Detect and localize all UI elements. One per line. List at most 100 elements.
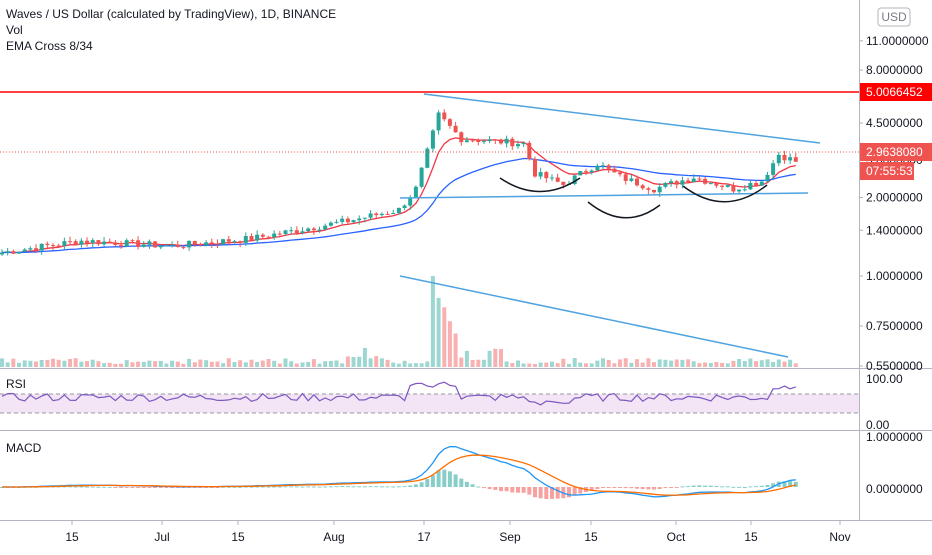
candle-body[interactable] xyxy=(521,142,526,145)
candle-body[interactable] xyxy=(759,181,764,186)
candle-body[interactable] xyxy=(272,233,277,238)
candle-body[interactable] xyxy=(238,241,243,243)
volume-legend[interactable]: Vol xyxy=(6,23,23,37)
candle-body[interactable] xyxy=(476,140,481,143)
rsi-legend[interactable]: RSI xyxy=(6,377,27,391)
candle-body[interactable] xyxy=(221,239,226,245)
candle-body[interactable] xyxy=(419,167,424,187)
candle-body[interactable] xyxy=(447,119,452,126)
candle-body[interactable] xyxy=(62,241,67,246)
candle-body[interactable] xyxy=(748,183,753,190)
candle-body[interactable] xyxy=(147,241,152,245)
macd-legend[interactable]: MACD xyxy=(6,441,42,455)
candle-body[interactable] xyxy=(385,213,390,215)
candle-body[interactable] xyxy=(334,221,339,223)
candle-body[interactable] xyxy=(56,245,61,247)
candle-body[interactable] xyxy=(255,234,260,241)
candle-body[interactable] xyxy=(391,213,396,214)
candle-body[interactable] xyxy=(765,174,770,182)
candle-body[interactable] xyxy=(249,236,254,241)
candle-body[interactable] xyxy=(459,132,464,143)
candle-body[interactable] xyxy=(686,180,691,182)
candle-body[interactable] xyxy=(294,230,299,233)
ema-legend[interactable]: EMA Cross 8/34 xyxy=(6,39,93,53)
candle-body[interactable] xyxy=(464,140,469,143)
candle-body[interactable] xyxy=(742,189,747,191)
candle-body[interactable] xyxy=(39,243,44,251)
candle-body[interactable] xyxy=(351,220,356,223)
candle-body[interactable] xyxy=(771,163,776,175)
candle-body[interactable] xyxy=(533,158,537,177)
candle-body[interactable] xyxy=(277,233,282,235)
candle-body[interactable] xyxy=(402,205,407,209)
candle-body[interactable] xyxy=(204,242,209,246)
candle-body[interactable] xyxy=(618,172,622,175)
candle-body[interactable] xyxy=(192,240,197,245)
candle-body[interactable] xyxy=(776,154,781,164)
candle-body[interactable] xyxy=(595,165,600,171)
candle-body[interactable] xyxy=(379,213,384,216)
candle-body[interactable] xyxy=(317,229,322,231)
candle-body[interactable] xyxy=(708,183,713,185)
candle-body[interactable] xyxy=(510,138,515,147)
candle-body[interactable] xyxy=(663,183,668,187)
symbol-title[interactable]: Waves / US Dollar (calculated by Trading… xyxy=(6,7,337,21)
candle-body[interactable] xyxy=(306,228,311,232)
candle-body[interactable] xyxy=(96,240,101,245)
candle-body[interactable] xyxy=(51,245,55,247)
candle-body[interactable] xyxy=(453,125,458,133)
candle-body[interactable] xyxy=(175,244,180,247)
candle-body[interactable] xyxy=(311,228,316,231)
candle-body[interactable] xyxy=(79,240,84,245)
candle-body[interactable] xyxy=(606,165,611,169)
candle-body[interactable] xyxy=(731,185,736,192)
candle-body[interactable] xyxy=(232,241,237,243)
candle-body[interactable] xyxy=(209,242,214,244)
candle-body[interactable] xyxy=(527,142,532,159)
candle-body[interactable] xyxy=(283,230,288,234)
candle-body[interactable] xyxy=(499,139,503,144)
candle-body[interactable] xyxy=(788,157,793,161)
candle-body[interactable] xyxy=(17,251,21,254)
candle-body[interactable] xyxy=(481,141,486,143)
candle-body[interactable] xyxy=(408,197,413,206)
candle-body[interactable] xyxy=(589,170,594,173)
candle-body[interactable] xyxy=(215,243,220,245)
candle-body[interactable] xyxy=(737,189,742,192)
candle-body[interactable] xyxy=(345,218,350,223)
candle-body[interactable] xyxy=(243,236,248,243)
candle-body[interactable] xyxy=(487,139,492,142)
candle-body[interactable] xyxy=(45,243,50,245)
candle-body[interactable] xyxy=(657,186,662,193)
candle-body[interactable] xyxy=(73,241,78,245)
candlesticks[interactable] xyxy=(0,109,798,256)
candle-body[interactable] xyxy=(328,222,333,226)
candle-body[interactable] xyxy=(300,231,305,233)
candle-body[interactable] xyxy=(0,252,4,255)
candle-body[interactable] xyxy=(584,171,588,173)
candle-body[interactable] xyxy=(635,178,639,186)
candle-body[interactable] xyxy=(725,185,730,187)
candle-body[interactable] xyxy=(340,218,345,222)
candle-body[interactable] xyxy=(430,130,435,149)
candle-body[interactable] xyxy=(107,241,112,243)
candle-body[interactable] xyxy=(323,225,328,230)
candle-body[interactable] xyxy=(754,183,759,186)
candle-body[interactable] xyxy=(226,239,231,242)
candle-body[interactable] xyxy=(793,157,798,162)
pattern-curve-2[interactable] xyxy=(587,201,661,219)
candle-body[interactable] xyxy=(187,240,192,248)
candle-body[interactable] xyxy=(578,171,583,176)
candle-body[interactable] xyxy=(640,185,645,189)
candle-body[interactable] xyxy=(102,241,107,245)
candle-body[interactable] xyxy=(720,185,725,187)
candle-body[interactable] xyxy=(782,154,787,161)
candle-body[interactable] xyxy=(357,218,362,221)
candle-body[interactable] xyxy=(34,248,38,251)
candle-body[interactable] xyxy=(714,183,719,186)
volume-trendline[interactable] xyxy=(399,275,789,358)
candle-body[interactable] xyxy=(181,247,186,249)
candle-body[interactable] xyxy=(646,188,651,190)
candle-body[interactable] xyxy=(198,244,203,246)
candle-body[interactable] xyxy=(85,240,89,243)
